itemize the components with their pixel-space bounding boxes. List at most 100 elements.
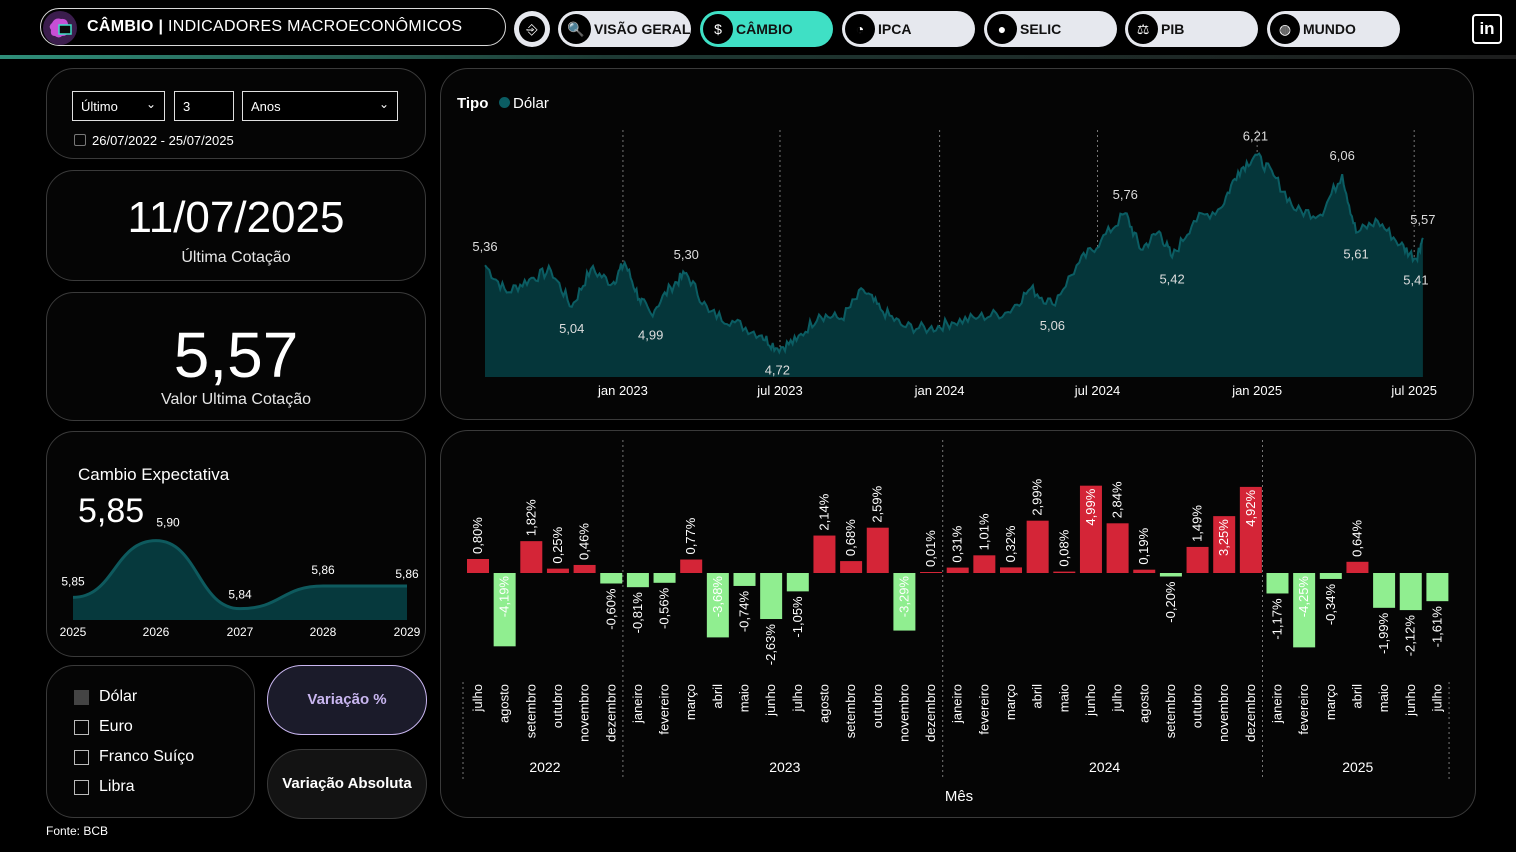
legend-item-dolar[interactable]: Dólar: [513, 95, 549, 112]
bar-data-label: 0,80%: [470, 517, 485, 554]
legend-title: Tipo: [457, 95, 489, 112]
bar-data-label: 0,46%: [577, 523, 592, 560]
dollar-data-label: 6,06: [1330, 148, 1355, 163]
bar-data-label: 1,01%: [976, 513, 991, 550]
brain-logo-icon: [43, 11, 77, 45]
dollar-data-label: 6,21: [1243, 129, 1268, 144]
dollar-data-label: 5,76: [1113, 187, 1138, 202]
brand-title: CÂMBIO | INDICADORES MACROECONÔMICOS: [87, 18, 462, 36]
month-label: maio: [1056, 684, 1071, 712]
linkedin-icon[interactable]: in: [1472, 14, 1502, 44]
dollar-data-label: 5,41: [1403, 273, 1428, 288]
month-label: abril: [710, 684, 725, 709]
unit-select[interactable]: Anos ⌄: [242, 91, 398, 121]
nav-cambio[interactable]: $ CÂMBIO: [700, 11, 833, 47]
dollar-data-label: 5,42: [1159, 271, 1184, 286]
variation-bar: [1346, 561, 1369, 573]
month-label: abril: [1349, 684, 1364, 709]
nav-visao-geral[interactable]: 🔍 VISÃO GERAL: [558, 11, 691, 47]
variation-bar: [1133, 569, 1156, 573]
variation-bar: [706, 573, 729, 638]
variation-bar: [1026, 520, 1049, 573]
dollar-data-label: 4,72: [765, 362, 790, 377]
month-label: fevereiro: [1296, 684, 1311, 735]
bar-data-label: 2,14%: [816, 493, 831, 530]
bar-data-label: -0,20%: [1163, 581, 1178, 623]
nav-selic[interactable]: ● SELIC: [984, 11, 1117, 47]
nav-label: PIB: [1161, 21, 1185, 37]
variation-bar: [1213, 516, 1236, 573]
expectation-chart: 2025 2026 2027 2028 2029 5,85 5,90 5,84 5,86 5,86: [60, 516, 421, 639]
bar-data-label: 4,99%: [1083, 488, 1098, 525]
x-tick-label: jul 2023: [756, 383, 803, 398]
legend-dot-icon: [499, 97, 510, 108]
variation-absolute-button[interactable]: Variação Absoluta: [267, 749, 427, 819]
variation-bar: [520, 541, 543, 573]
header-divider: [0, 55, 1516, 59]
checkbox-euro[interactable]: [74, 720, 89, 735]
brand-subtitle: INDICADORES MACROECONÔMICOS: [167, 18, 463, 35]
bar-data-label: 0,25%: [550, 526, 565, 563]
variation-bar: [1399, 573, 1422, 611]
last-quote-date-caption: Última Cotação: [181, 249, 291, 266]
month-label: dezembro: [603, 684, 618, 742]
dollar-line: [484, 152, 1424, 355]
variation-bar: [866, 527, 889, 573]
variation-bar: [680, 559, 703, 573]
x-tick-label: jan 2023: [597, 383, 648, 398]
variation-bar: [920, 572, 943, 573]
bar-data-label: 0,01%: [923, 530, 938, 567]
month-label: junho: [1083, 684, 1098, 717]
exit-button[interactable]: ⎆: [514, 11, 550, 47]
variation-bar: [546, 568, 569, 573]
month-label: agosto: [1136, 684, 1151, 723]
period-value-input[interactable]: 3: [174, 91, 234, 121]
nav-label: CÂMBIO: [736, 21, 793, 37]
month-label: fevereiro: [657, 684, 672, 735]
bar-data-label: 0,77%: [683, 517, 698, 554]
month-label: julho: [1110, 684, 1125, 712]
variation-percent-button[interactable]: Variação %: [267, 665, 427, 735]
month-label: março: [1003, 684, 1018, 720]
checkbox-libra[interactable]: [74, 780, 89, 795]
checkbox-dolar[interactable]: [74, 690, 89, 705]
nav-mundo[interactable]: ◍ MUNDO: [1267, 11, 1400, 47]
dollar-data-label: 5,61: [1343, 247, 1368, 262]
bar-data-label: 2,99%: [1030, 478, 1045, 515]
month-label: junho: [763, 684, 778, 717]
bar-data-label: -0,34%: [1323, 584, 1338, 626]
search-chart-icon: 🔍: [561, 14, 591, 44]
brand-separator: |: [158, 18, 164, 35]
nav-label: MUNDO: [1303, 21, 1356, 37]
expectation-data-label: 5,85: [61, 574, 85, 588]
bar-data-label: 4,92%: [1243, 489, 1258, 526]
expectation-area: [73, 540, 407, 620]
period-select-value: Último: [81, 99, 118, 114]
last-quote-value-caption: Valor Ultima Cotação: [161, 391, 311, 408]
bar-data-label: -3,29%: [896, 576, 911, 618]
checkbox-label-euro: Euro: [99, 718, 133, 735]
month-label: maio: [737, 684, 752, 712]
variation-bar: [1293, 573, 1316, 648]
bar-data-label: 3,25%: [1216, 519, 1231, 556]
expectation-line: [72, 539, 407, 611]
month-label: outubro: [870, 684, 885, 728]
nav-pib[interactable]: ⚖ PIB: [1125, 11, 1258, 47]
piggy-bank-icon: ●: [987, 14, 1017, 44]
chevron-down-icon: ⌄: [145, 97, 156, 111]
checkbox-franco[interactable]: [74, 750, 89, 765]
x-axis-title: Mês: [945, 788, 973, 805]
variation-bar: [760, 573, 783, 620]
bar-data-label: 0,19%: [1136, 527, 1151, 564]
month-label: março: [683, 684, 698, 720]
gauge-icon: ◔: [845, 14, 875, 44]
period-select[interactable]: Último ⌄: [72, 91, 165, 121]
expectation-x-tick: 2026: [143, 625, 170, 639]
dollar-data-label: 5,36: [472, 239, 497, 254]
dollar-line-chart: jan 2023 jul 2023 jan 2024 jul 2024 jan 2025…: [472, 129, 1437, 398]
month-label: agosto: [497, 684, 512, 723]
dollar-data-label: 5,57: [1410, 212, 1435, 227]
nav-ipca[interactable]: ◔ IPCA: [842, 11, 975, 47]
expectation-data-label: 5,86: [311, 563, 335, 577]
nav-label: SELIC: [1020, 21, 1062, 37]
